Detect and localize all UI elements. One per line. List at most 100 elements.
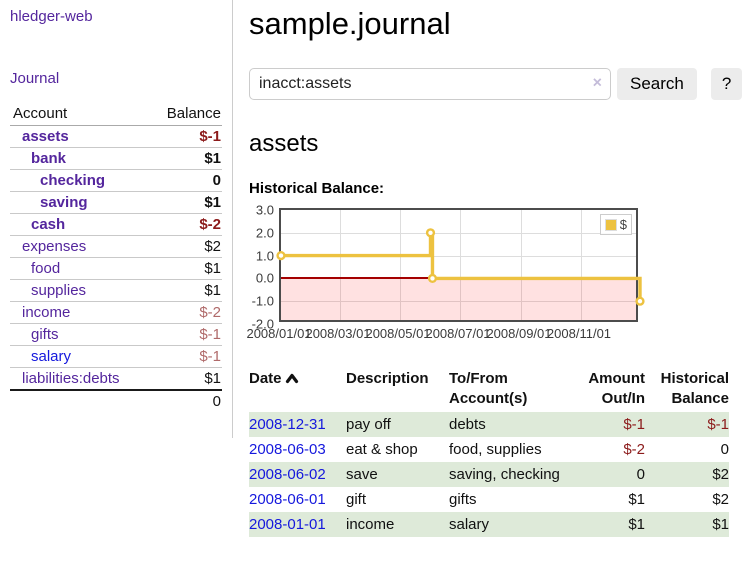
search-button[interactable]: Search xyxy=(617,68,697,100)
balance-column-header: Balance xyxy=(148,103,222,126)
account-balance: $-2 xyxy=(148,213,222,236)
nav-journal-link[interactable]: Journal xyxy=(10,70,60,87)
account-balance: $1 xyxy=(148,257,222,280)
balance-line xyxy=(281,231,642,302)
transaction-balance: $1 xyxy=(645,512,729,537)
transaction-amount: $1 xyxy=(575,512,645,537)
transaction-accounts: food, supplies xyxy=(449,441,542,458)
transaction-description: eat & shop xyxy=(346,441,418,458)
transaction-balance: 0 xyxy=(720,441,729,458)
account-row: supplies $1 xyxy=(10,279,222,302)
account-balance: $2 xyxy=(148,235,222,258)
account-link-checking[interactable]: checking xyxy=(40,172,106,189)
transaction-date-link[interactable]: 2008-01-01 xyxy=(249,516,326,533)
transaction-balance: $2 xyxy=(645,462,729,487)
account-balance: $-1 xyxy=(148,125,222,148)
y-tick-label: 0.0 xyxy=(255,270,274,286)
account-balance: $-1 xyxy=(148,345,222,368)
balance-line-chart xyxy=(276,228,645,306)
main-content: sample.journal × Search ? assets Histori… xyxy=(233,0,742,537)
negative-region xyxy=(281,278,636,320)
transaction-date-link[interactable]: 2008-06-02 xyxy=(249,466,326,483)
account-row: liabilities:debts $1 xyxy=(10,367,222,391)
data-point-marker xyxy=(425,228,436,238)
x-axis-labels: 2008/01/01 2008/03/01 2008/05/01 2008/07/01… xyxy=(246,322,638,342)
account-total-row: 0 xyxy=(10,389,222,412)
transaction-accounts: salary xyxy=(449,512,575,537)
x-tick-label: 2008/03/01 xyxy=(305,326,371,341)
transaction-balance: $-1 xyxy=(645,412,729,437)
brand-link[interactable]: hledger-web xyxy=(10,8,93,25)
date-column-header[interactable]: Date xyxy=(249,366,346,412)
page-title: sample.journal xyxy=(249,6,451,41)
account-link-expenses[interactable]: expenses xyxy=(22,238,87,255)
gridline xyxy=(520,210,522,320)
account-row: salary $-1 xyxy=(10,345,222,368)
description-column-header: Description xyxy=(346,370,429,387)
account-row: income $-2 xyxy=(10,301,222,324)
legend-label: $ xyxy=(619,217,627,232)
account-link-income[interactable]: income xyxy=(22,304,71,321)
data-point-marker xyxy=(427,273,438,284)
gridline xyxy=(460,210,461,320)
x-tick-label: 2008/09/01 xyxy=(486,326,552,341)
account-link-gifts[interactable]: gifts xyxy=(31,326,59,343)
account-row: bank $1 xyxy=(10,147,222,170)
account-heading: assets xyxy=(249,130,319,157)
account-column-header: Account xyxy=(10,103,149,126)
sidebar: hledger-web Journal Account Balance asse… xyxy=(0,0,233,438)
y-tick-label: -1.0 xyxy=(251,293,274,309)
transaction-date-link[interactable]: 2008-06-03 xyxy=(249,441,326,458)
register-row: 2008-12-31 pay off debts $-1 $-1 xyxy=(249,412,729,437)
plot-area[interactable]: $ xyxy=(276,208,645,322)
account-row: checking 0 xyxy=(10,169,222,192)
chart-title: Historical Balance: xyxy=(249,180,385,197)
transaction-description: income xyxy=(346,512,449,537)
account-tree-header: Account Balance xyxy=(10,103,222,126)
account-total-balance: 0 xyxy=(148,389,222,412)
clear-search-icon[interactable]: × xyxy=(592,74,602,92)
gridline xyxy=(281,301,636,303)
y-tick-label: -2.0 xyxy=(251,316,274,332)
transaction-description: gift xyxy=(346,491,367,508)
account-link-bank[interactable]: bank xyxy=(31,150,67,167)
search-form: × Search ? xyxy=(249,68,742,100)
account-link-saving[interactable]: saving xyxy=(40,194,88,211)
gridline xyxy=(281,255,636,257)
help-button[interactable]: ? xyxy=(710,68,742,100)
account-row: gifts $-1 xyxy=(10,323,222,346)
transaction-accounts: saving, checking xyxy=(449,462,575,487)
account-link-food[interactable]: food xyxy=(31,260,61,277)
search-input[interactable] xyxy=(249,68,611,100)
account-balance: 0 xyxy=(148,169,222,192)
app: hledger-web Journal Account Balance asse… xyxy=(0,0,742,537)
account-tree: Account Balance assets $-1 bank $1 check… xyxy=(10,103,222,412)
account-link-cash[interactable]: cash xyxy=(31,216,66,233)
transaction-amount: $-2 xyxy=(623,441,645,458)
account-balance: $1 xyxy=(148,147,222,170)
balance-column-header: Historical Balance xyxy=(660,370,729,407)
search-box: × xyxy=(249,68,611,100)
transaction-date-link[interactable]: 2008-06-01 xyxy=(249,491,326,508)
account-row: food $1 xyxy=(10,257,222,280)
account-row: assets $-1 xyxy=(10,125,222,148)
transaction-balance: $2 xyxy=(712,491,729,508)
gridline xyxy=(340,210,341,320)
transaction-date-link[interactable]: 2008-12-31 xyxy=(249,416,326,433)
gridline xyxy=(281,232,636,234)
account-link-salary[interactable]: salary xyxy=(31,348,72,365)
data-point-marker xyxy=(276,250,286,261)
transaction-description: pay off xyxy=(346,412,449,437)
account-row: cash $-2 xyxy=(10,213,222,236)
account-balance: $1 xyxy=(148,191,222,214)
register-table: Date Description To/From Account(s) Amou… xyxy=(249,366,729,537)
legend-swatch xyxy=(604,218,617,231)
account-link-liabilities-debts[interactable]: liabilities:debts xyxy=(22,370,120,387)
account-row: saving $1 xyxy=(10,191,222,214)
transaction-accounts: gifts xyxy=(449,491,477,508)
account-balance: $1 xyxy=(148,367,222,391)
transaction-accounts: debts xyxy=(449,412,575,437)
account-link-assets[interactable]: assets xyxy=(22,128,69,145)
register-row: 2008-06-01 gift gifts $1 $2 xyxy=(249,487,729,512)
account-link-supplies[interactable]: supplies xyxy=(31,282,87,299)
